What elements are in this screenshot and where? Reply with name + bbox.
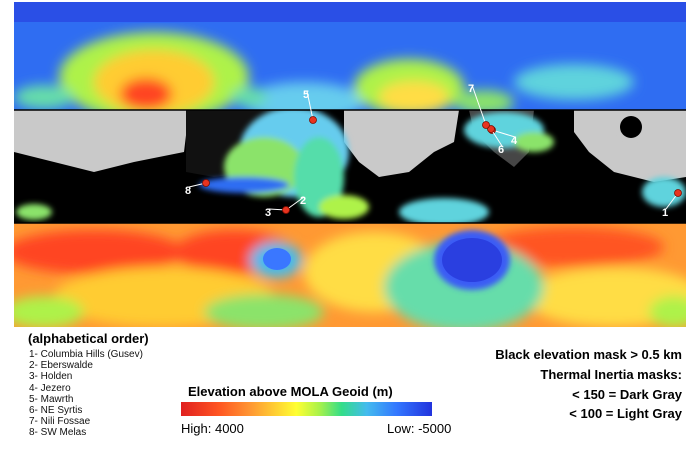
- colorbar-title: Elevation above MOLA Geoid (m): [188, 384, 393, 399]
- elevation-colorbar: [181, 402, 432, 416]
- inertia-mask-title: Thermal Inertia masks:: [540, 367, 682, 382]
- site-leader-line: [471, 84, 487, 126]
- list-item: 5- Mawrth: [29, 393, 74, 405]
- northern-lowlands: [14, 2, 686, 110]
- site-number-label: 7: [468, 83, 474, 95]
- list-item: 3- Holden: [29, 371, 73, 383]
- light-gray-mask-note: < 100 = Light Gray: [569, 406, 682, 421]
- southern-highlands: [14, 223, 686, 327]
- elevation-mask-note: Black elevation mask > 0.5 km: [495, 347, 682, 362]
- site-list: 1- Columbia Hills (Gusev) 2- Eberswalde …: [29, 349, 143, 439]
- site-marker: [309, 116, 317, 124]
- site-number-label: 3: [265, 207, 271, 219]
- list-item: 2- Eberswalde: [29, 360, 93, 372]
- site-leader-line: [491, 129, 516, 138]
- list-item: 6- NE Syrtis: [29, 405, 83, 417]
- mars-elevation-map: 1 2 3 4 5 6 7 8: [14, 2, 686, 327]
- list-item: 4- Jezero: [29, 382, 71, 394]
- colorbar-low-label: Low: -5000: [387, 421, 452, 436]
- dark-gray-mask-note: < 150 = Dark Gray: [572, 387, 682, 402]
- legend-heading: (alphabetical order): [28, 331, 149, 346]
- site-marker: [282, 206, 290, 214]
- list-item: 8- SW Melas: [29, 427, 87, 439]
- list-item: 7- Nili Fossae: [29, 416, 91, 428]
- site-number-label: 6: [498, 144, 504, 156]
- site-marker: [487, 125, 495, 133]
- list-item: 1- Columbia Hills (Gusev): [29, 349, 143, 360]
- site-number-label: 5: [303, 89, 309, 101]
- equatorial-mask-band: [14, 110, 686, 223]
- colorbar-high-label: High: 4000: [181, 421, 244, 436]
- site-number-label: 2: [300, 195, 306, 207]
- site-marker: [202, 179, 210, 187]
- site-marker: [674, 189, 682, 197]
- site-number-label: 4: [511, 135, 518, 147]
- site-number-label: 8: [185, 185, 191, 197]
- site-leader-line: [306, 90, 314, 121]
- site-number-label: 1: [662, 207, 668, 219]
- site-marker: [482, 121, 490, 129]
